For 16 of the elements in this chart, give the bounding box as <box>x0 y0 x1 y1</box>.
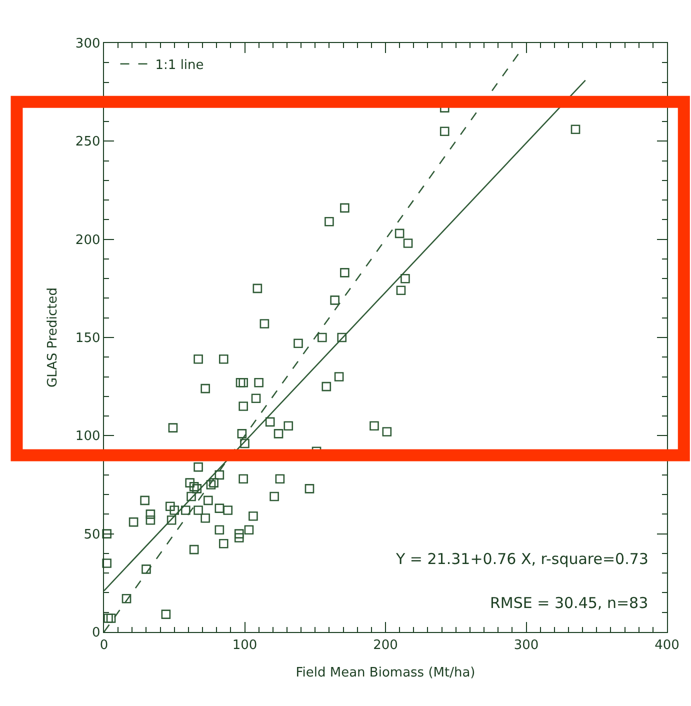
y-tick-label: 150 <box>75 331 100 346</box>
y-axis-title: GLAS Predicted <box>45 288 60 388</box>
x-tick-label: 200 <box>373 638 398 653</box>
x-tick-label: 400 <box>654 638 680 653</box>
annotation: RMSE = 30.45, n=83 <box>490 594 648 612</box>
y-tick-label: 300 <box>75 36 100 52</box>
y-tick-label: 100 <box>75 429 100 444</box>
y-tick-label: 200 <box>75 232 100 248</box>
y-tick-label: 0 <box>92 626 100 641</box>
y-tick-label: 250 <box>75 134 100 150</box>
x-tick-label: 300 <box>514 638 539 653</box>
y-tick-label: 50 <box>84 527 100 542</box>
annotation: Y = 21.31+0.76 X, r-square=0.73 <box>395 550 648 568</box>
legend-label: 1:1 line <box>155 58 204 73</box>
x-axis-title: Field Mean Biomass (Mt/ha) <box>296 665 476 680</box>
x-tick-label: 100 <box>232 638 258 653</box>
